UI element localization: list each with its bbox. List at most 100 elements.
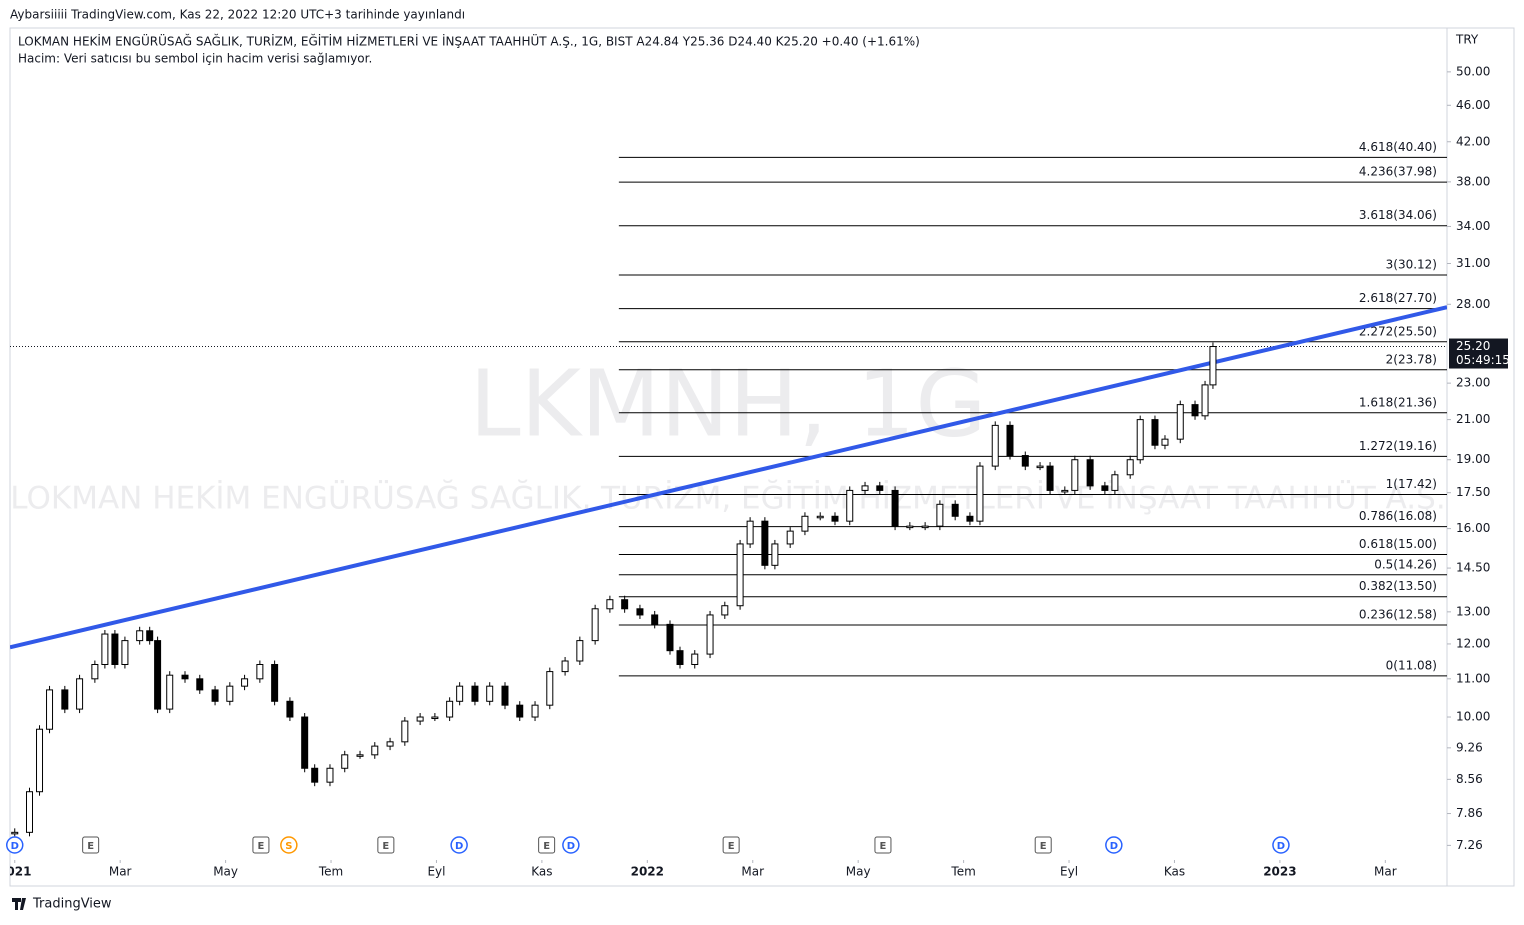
y-tick-label: 14.50 [1456,561,1490,575]
y-tick-label: 8.56 [1456,772,1483,786]
event-label: D [11,841,19,852]
candle-body [1191,404,1199,417]
candle-body [271,663,279,702]
event-label: E [257,841,264,852]
candle-body [531,704,539,718]
candle-body [891,489,899,527]
candle-body [1071,459,1079,491]
last-price-label: 25.20 [1456,339,1490,353]
candle-body [326,767,334,783]
candle-body [676,650,684,665]
fib-label: 4.236(37.98) [1359,165,1437,179]
candle-body [196,678,204,691]
candle-body [621,599,629,610]
event-marker [1105,836,1123,854]
y-tick-label: 28.00 [1456,297,1490,311]
fib-label: 2.618(27.70) [1359,291,1437,305]
candle-body [1161,438,1169,446]
candle-body [341,754,349,769]
fib-label: 4.618(40.40) [1359,140,1437,154]
y-tick-label: 16.00 [1456,521,1490,535]
candle-body [1006,424,1014,457]
y-tick-label: 42.00 [1456,134,1490,148]
y-tick-label: 17.50 [1456,485,1490,499]
candle-body [921,525,929,529]
event-label: S [285,841,292,852]
event-marker [280,836,298,854]
candle-body [1021,455,1029,467]
candle-body [831,515,839,522]
candle-body [11,831,19,835]
fib-label: 0.786(16.08) [1359,509,1437,523]
event-marker [1272,836,1290,854]
candle-body [91,663,99,680]
candle-body [546,671,554,706]
watermark: LKMNH, 1G [469,350,986,457]
candle-body [154,640,162,710]
candle-body [111,633,119,665]
x-tick-label: Mar [741,865,764,879]
x-tick-label: Eyl [427,865,445,879]
candle-body [591,608,599,642]
candle-body [1061,489,1069,493]
candle-body [976,465,984,522]
candle-body [816,515,824,519]
y-tick-label: 9.26 [1456,740,1483,754]
candle-body [516,704,524,718]
candle-body [876,485,884,491]
x-tick-label: Tem [318,865,343,879]
candle-body [771,543,779,566]
y-tick-label: 7.86 [1456,806,1483,820]
candle-body [431,716,439,720]
event-label: E [1040,841,1047,852]
candle-body [241,678,249,687]
candle-body [1046,465,1054,491]
x-tick-label: May [846,865,871,879]
candle-body [371,745,379,756]
candle-body [471,685,479,702]
candle-body [26,791,34,833]
candle-body [951,503,959,517]
candle-body [76,678,84,710]
candle-body [906,525,914,529]
candle-body [1151,419,1159,446]
fib-label: 2(23.78) [1386,352,1437,366]
candle-body [501,685,509,706]
y-tick-label: 38.00 [1456,174,1490,188]
candle-body [966,515,974,522]
x-tick-label: Mar [109,865,132,879]
countdown-label: 05:49:15 [1456,353,1510,367]
candle-body [226,685,234,702]
fib-label: 0.236(12.58) [1359,608,1437,622]
y-tick-label: 50.00 [1456,64,1490,78]
candle-body [1176,404,1184,440]
event-label: E [382,841,389,852]
y-tick-label: 19.00 [1456,452,1490,466]
candle-body [416,716,424,722]
event-marker [5,836,24,854]
published-note: Aybarsiiiii TradingView.com, Kas 22, 202… [10,8,465,22]
candle-body [576,640,584,662]
candle-body [786,530,794,545]
fib-label: 3(30.12) [1386,258,1437,272]
candle-body [606,599,614,610]
fib-label: 1.272(19.16) [1359,439,1437,453]
candle-body [61,689,69,710]
y-tick-label: 21.00 [1456,412,1490,426]
y-tick-label: 31.00 [1456,256,1490,270]
fib-label: 0.382(13.50) [1359,579,1437,593]
candle-body [1209,346,1217,386]
y-tick-label: 10.00 [1456,710,1490,724]
y-tick-label: 13.00 [1456,604,1490,618]
y-tick-label: 34.00 [1456,219,1490,233]
candle-body [166,674,174,710]
candle-body [801,515,809,532]
candle-body [101,633,109,665]
candle-body [991,424,999,467]
trend-line [10,305,1447,650]
candle-body [1086,459,1094,487]
candle-body [721,605,729,616]
candle-body [256,663,264,680]
fib-label: 0.618(15.00) [1359,537,1437,551]
candle-body [211,689,219,702]
